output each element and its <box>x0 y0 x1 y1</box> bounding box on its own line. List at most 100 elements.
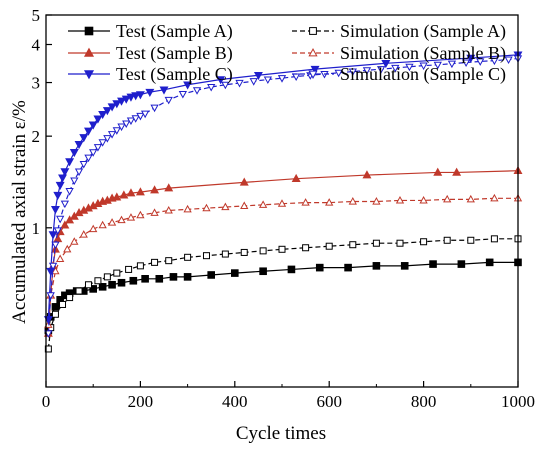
data-point <box>140 110 150 119</box>
data-point <box>315 263 324 272</box>
data-point <box>344 263 352 272</box>
data-point <box>258 200 268 208</box>
data-point <box>278 245 286 253</box>
data-point <box>126 213 136 221</box>
series-line <box>47 238 518 350</box>
data-point <box>103 135 112 143</box>
data-point <box>112 100 122 109</box>
data-point <box>504 56 513 65</box>
data-point <box>348 68 357 77</box>
data-point <box>136 262 144 270</box>
data-point <box>419 195 428 204</box>
data-point <box>117 97 126 106</box>
data-point <box>63 244 72 253</box>
x-tick-label: 0 <box>42 392 51 411</box>
series-5 <box>43 51 523 325</box>
data-point <box>121 95 131 104</box>
y-axis: 1 2 3 4 5 <box>32 6 52 238</box>
data-point <box>155 274 164 283</box>
data-point <box>263 76 272 84</box>
data-point <box>277 75 287 83</box>
data-point <box>83 47 95 57</box>
plot-frame <box>45 14 519 388</box>
data-point <box>51 266 60 275</box>
data-point <box>159 86 169 95</box>
data-point <box>44 330 53 338</box>
data-point <box>48 262 58 271</box>
data-point <box>183 81 193 90</box>
data-point <box>310 65 320 74</box>
data-point <box>46 292 55 300</box>
data-point <box>249 78 258 86</box>
data-point <box>129 276 138 285</box>
data-point <box>59 300 67 308</box>
data-point <box>372 262 381 270</box>
data-point <box>84 127 93 136</box>
data-point <box>131 115 140 123</box>
data-point <box>169 273 178 281</box>
legend-label: Test (Sample A) <box>116 21 233 42</box>
data-point <box>126 117 136 126</box>
data-point <box>83 70 95 80</box>
data-point <box>98 220 107 229</box>
data-point <box>381 59 391 69</box>
data-point <box>93 144 103 152</box>
x-tick-label: 200 <box>128 392 154 411</box>
data-point <box>66 294 74 302</box>
data-point <box>79 230 88 238</box>
data-point <box>89 285 98 293</box>
data-point <box>107 103 117 112</box>
data-point <box>391 64 400 73</box>
data-point <box>259 267 267 276</box>
data-point <box>466 54 476 63</box>
legend-label: Simulation (Sample C) <box>340 64 506 85</box>
data-point <box>150 208 159 216</box>
data-point <box>376 66 386 74</box>
data-point <box>396 239 404 247</box>
data-point <box>98 283 107 291</box>
data-point <box>164 205 173 214</box>
data-point <box>443 236 451 244</box>
legend-label: Simulation (Sample A) <box>340 21 506 42</box>
data-point <box>84 154 93 163</box>
legend-label: Test (Sample C) <box>116 64 233 85</box>
data-point <box>117 215 126 224</box>
data-point <box>51 241 60 250</box>
data-point <box>221 81 230 90</box>
data-point <box>135 91 145 100</box>
data-point <box>89 224 98 233</box>
data-point <box>490 57 499 66</box>
data-point <box>240 201 249 209</box>
data-point <box>490 235 498 243</box>
data-point <box>126 188 136 197</box>
legend-item: Test (Sample A) <box>68 21 233 42</box>
data-point <box>103 273 111 281</box>
x-tick-label: 1000 <box>501 392 535 411</box>
data-point <box>56 254 65 263</box>
data-point <box>112 127 121 135</box>
data-point <box>433 61 442 70</box>
data-point <box>46 267 56 277</box>
legend-item: Simulation (Sample A) <box>292 21 506 42</box>
data-point <box>58 174 67 183</box>
data-point <box>308 70 318 79</box>
data-point <box>51 310 59 318</box>
data-point <box>395 195 405 204</box>
data-point <box>98 110 108 120</box>
data-point <box>79 160 88 169</box>
data-point <box>65 158 75 167</box>
y-tick-label: 3 <box>32 74 41 93</box>
data-point <box>207 271 215 279</box>
data-point <box>60 200 70 209</box>
data-point <box>400 262 409 270</box>
x-tick-label: 800 <box>411 392 437 411</box>
data-point <box>291 173 301 182</box>
data-point <box>457 260 466 268</box>
data-point <box>325 242 333 250</box>
data-point <box>221 202 230 211</box>
data-point <box>70 237 79 245</box>
data-point <box>48 231 58 240</box>
data-point <box>178 90 188 99</box>
data-point <box>102 107 112 116</box>
data-point <box>150 185 160 194</box>
